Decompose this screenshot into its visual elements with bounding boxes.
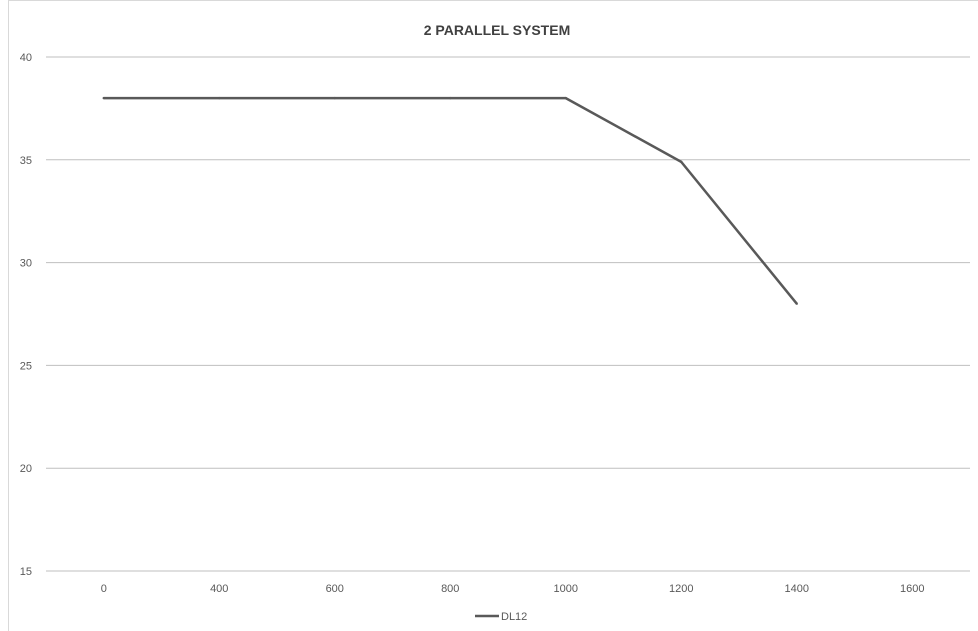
x-tick-label: 0 — [101, 583, 107, 595]
y-tick-label: 30 — [20, 258, 32, 270]
x-tick-label: 1400 — [785, 583, 809, 595]
data-point — [333, 96, 336, 100]
legend-label: DL12 — [501, 611, 527, 623]
y-tick-label: 20 — [20, 463, 32, 475]
x-tick-label: 600 — [326, 583, 344, 595]
x-tick-label: 1200 — [669, 583, 693, 595]
data-point — [795, 302, 798, 305]
chart-frame — [8, 0, 978, 631]
data-point — [102, 96, 105, 100]
x-tick-label: 800 — [441, 583, 459, 595]
series-line-DL12 — [103, 96, 798, 305]
series-lines — [102, 96, 798, 305]
data-point — [564, 96, 567, 100]
y-tick-label: 15 — [20, 566, 32, 578]
y-axis-tick-labels: 15 20 25 30 35 40 — [20, 52, 32, 578]
y-tick-label: 35 — [20, 155, 32, 167]
gridlines — [46, 56, 970, 572]
x-tick-label: 1000 — [554, 583, 578, 595]
data-point — [449, 96, 452, 100]
data-point — [218, 96, 221, 100]
x-axis-tick-labels: 0 400 600 800 1000 1200 1400 1600 — [101, 583, 925, 595]
x-tick-label: 1600 — [900, 583, 924, 595]
data-point — [680, 160, 683, 164]
chart-title: 2 PARALLEL SYSTEM — [424, 22, 571, 38]
x-tick-label: 400 — [210, 583, 228, 595]
y-tick-label: 25 — [20, 360, 32, 372]
y-tick-label: 40 — [20, 52, 32, 64]
legend: DL12 — [475, 611, 527, 623]
